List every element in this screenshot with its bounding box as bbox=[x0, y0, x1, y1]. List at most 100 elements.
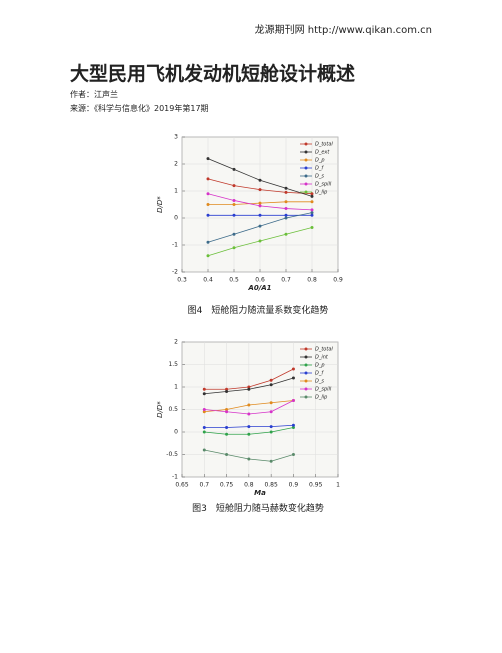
x-tick-label: 0.95 bbox=[309, 482, 323, 489]
data-point bbox=[310, 213, 314, 217]
data-point bbox=[291, 453, 295, 456]
caption: 图4 短舱阻力随流量系数变化趋势 bbox=[188, 304, 329, 316]
data-point bbox=[310, 192, 314, 196]
data-point bbox=[206, 177, 210, 181]
data-point bbox=[206, 240, 210, 244]
data-point bbox=[202, 387, 206, 391]
y-tick-label: 1.5 bbox=[168, 361, 178, 368]
legend-marker bbox=[304, 387, 308, 391]
data-point bbox=[258, 201, 262, 205]
data-point bbox=[225, 390, 229, 393]
legend-marker bbox=[304, 355, 308, 359]
x-tick-label: 0.9 bbox=[289, 482, 299, 489]
y-axis-label: D/D* bbox=[156, 401, 164, 418]
y-tick-label: -2 bbox=[172, 269, 178, 276]
data-point bbox=[291, 376, 295, 380]
y-tick-label: 0 bbox=[174, 429, 178, 436]
x-tick-label: 0.8 bbox=[244, 482, 254, 489]
data-point bbox=[225, 410, 229, 414]
legend-label: D_f bbox=[315, 166, 324, 172]
legend-marker bbox=[304, 395, 308, 399]
data-point bbox=[225, 426, 229, 429]
y-tick-label: 2 bbox=[174, 161, 178, 168]
x-axis-label: Ma bbox=[254, 489, 266, 497]
data-point bbox=[291, 426, 295, 429]
legend-marker bbox=[304, 166, 308, 170]
legend-marker bbox=[304, 379, 308, 383]
data-point bbox=[258, 188, 262, 192]
data-point bbox=[247, 425, 251, 429]
data-point bbox=[291, 399, 295, 402]
data-point bbox=[202, 408, 206, 411]
data-point bbox=[284, 186, 288, 190]
legend-marker bbox=[304, 190, 308, 194]
data-point bbox=[247, 385, 251, 389]
author: 作者：江声兰 bbox=[70, 89, 118, 99]
data-point bbox=[310, 225, 314, 229]
data-point bbox=[247, 432, 251, 436]
data-point bbox=[232, 246, 236, 250]
data-point bbox=[225, 408, 229, 411]
y-axis-label: D/D* bbox=[156, 196, 164, 213]
y-tick-label: -1 bbox=[172, 242, 178, 249]
data-point bbox=[269, 459, 273, 463]
y-tick-label: -0.5 bbox=[166, 451, 178, 458]
data-point bbox=[232, 198, 236, 202]
data-point bbox=[291, 367, 295, 371]
legend-marker bbox=[304, 158, 308, 162]
legend-label: D_total bbox=[315, 347, 333, 353]
data-point bbox=[202, 426, 206, 429]
x-tick-label: 0.85 bbox=[264, 482, 278, 489]
header: 龙源期刊网 http://www.qikan.com.cn bbox=[255, 23, 432, 36]
data-point bbox=[225, 432, 229, 436]
data-point bbox=[258, 239, 262, 243]
data-point bbox=[206, 192, 210, 196]
x-tick-label: 0.7 bbox=[200, 482, 210, 489]
x-axis-label: A0/A1 bbox=[247, 284, 271, 292]
data-point bbox=[310, 211, 314, 215]
data-point bbox=[258, 224, 262, 228]
x-tick-label: 0.7 bbox=[281, 277, 291, 284]
y-tick-label: 0.5 bbox=[168, 406, 178, 413]
caption: 图3 短舱阻力随马赫数变化趋势 bbox=[192, 502, 324, 514]
data-point bbox=[269, 383, 273, 387]
data-point bbox=[247, 387, 251, 391]
legend-marker bbox=[304, 142, 308, 146]
x-tick-label: 0.9 bbox=[333, 277, 343, 284]
data-point bbox=[258, 204, 262, 208]
legend-label: D_lip bbox=[315, 190, 327, 196]
data-point bbox=[225, 387, 229, 391]
data-point bbox=[284, 213, 288, 217]
y-tick-label: 0 bbox=[174, 215, 178, 222]
y-tick-label: 1 bbox=[174, 188, 178, 195]
legend-marker bbox=[304, 371, 308, 375]
source: 来源：《科学与信息化》2019年第17期 bbox=[70, 103, 209, 113]
x-tick-label: 0.5 bbox=[229, 277, 239, 284]
x-tick-label: 0.8 bbox=[307, 277, 317, 284]
data-point bbox=[269, 425, 273, 429]
data-point bbox=[202, 410, 206, 414]
y-tick-label: 2 bbox=[174, 339, 178, 346]
legend-marker bbox=[304, 347, 308, 351]
y-tick-label: 1 bbox=[174, 384, 178, 391]
data-point bbox=[206, 213, 210, 217]
data-point bbox=[269, 401, 273, 405]
legend-label: D_lip bbox=[315, 395, 327, 401]
data-point bbox=[284, 207, 288, 211]
data-point bbox=[284, 216, 288, 220]
data-point bbox=[284, 232, 288, 236]
data-point bbox=[269, 430, 273, 434]
x-tick-label: 0.65 bbox=[175, 482, 189, 489]
data-point bbox=[232, 232, 236, 236]
legend-label: D_ext bbox=[315, 150, 330, 156]
data-point bbox=[247, 457, 251, 461]
data-point bbox=[258, 178, 262, 182]
data-point bbox=[269, 410, 273, 414]
data-point bbox=[310, 208, 314, 212]
legend-marker bbox=[304, 182, 308, 186]
data-point bbox=[310, 194, 314, 198]
data-point bbox=[284, 190, 288, 194]
legend-marker bbox=[304, 150, 308, 154]
data-point bbox=[232, 184, 236, 188]
legend-label: D_s bbox=[315, 379, 324, 385]
